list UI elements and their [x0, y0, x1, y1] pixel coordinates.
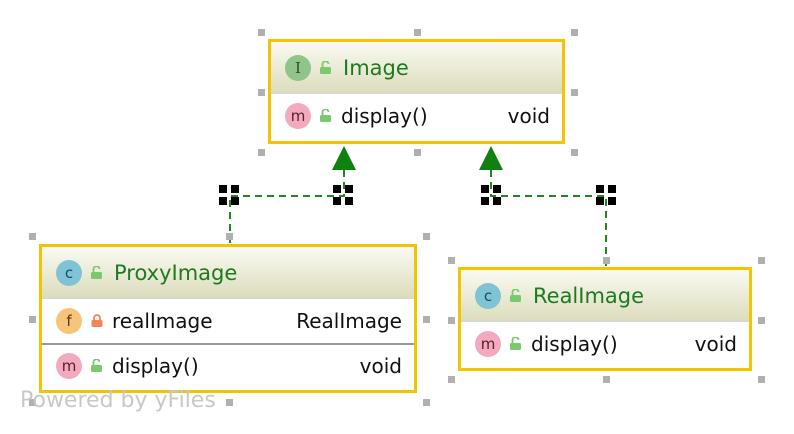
bend-handle[interactable] [219, 185, 227, 193]
class-icon: c [56, 259, 82, 286]
edge-proxy-implements-image[interactable] [229, 170, 345, 243]
bend-handle[interactable] [333, 197, 341, 205]
bend-handle[interactable] [596, 197, 604, 205]
node-title: RealImage [533, 283, 645, 308]
unlocked-icon [510, 288, 521, 302]
method-row[interactable]: m display() void [42, 343, 414, 387]
resize-handle[interactable] [571, 149, 578, 156]
method-icon: m [475, 331, 501, 357]
resize-handle[interactable] [571, 29, 578, 36]
unlocked-icon [91, 265, 102, 279]
method-name: display() [341, 104, 428, 128]
method-icon: m [285, 103, 311, 129]
realimage-class-node[interactable]: c RealImage m display() void [458, 267, 752, 371]
image-interface-node[interactable]: I Image m display() void [268, 39, 565, 144]
resize-handle[interactable] [258, 149, 265, 156]
field-type: RealImage [296, 309, 402, 333]
interface-icon: I [285, 54, 311, 81]
edge-real-implements-image[interactable] [490, 170, 607, 266]
method-row[interactable]: m display() void [271, 94, 562, 138]
unlocked-icon [510, 337, 521, 350]
resize-handle[interactable] [423, 233, 430, 240]
bend-handle[interactable] [596, 185, 604, 193]
field-row[interactable]: f realImage RealImage [42, 299, 414, 343]
resize-handle[interactable] [448, 376, 455, 383]
node-header: c RealImage [461, 270, 749, 322]
resize-handle[interactable] [414, 29, 421, 36]
bend-handle[interactable] [333, 185, 341, 193]
bend-handle[interactable] [231, 185, 239, 193]
resize-handle[interactable] [29, 399, 36, 406]
node-title: ProxyImage [114, 260, 238, 285]
resize-handle[interactable] [414, 149, 421, 156]
resize-handle[interactable] [758, 257, 765, 264]
node-title: Image [343, 55, 409, 80]
resize-handle[interactable] [758, 317, 765, 324]
method-return-type: void [507, 104, 550, 128]
field-name: realImage [112, 309, 213, 333]
resize-handle[interactable] [258, 29, 265, 36]
class-icon: c [475, 282, 501, 309]
bend-handle[interactable] [219, 197, 227, 205]
unlocked-icon [320, 109, 331, 122]
resize-handle[interactable] [571, 89, 578, 96]
field-icon: f [56, 308, 82, 334]
resize-handle[interactable] [448, 317, 455, 324]
bend-handle[interactable] [231, 197, 239, 205]
resize-handle[interactable] [29, 233, 36, 240]
arrowhead-real-image [479, 146, 503, 170]
method-icon: m [56, 353, 82, 379]
bend-handle[interactable] [345, 197, 353, 205]
resize-handle[interactable] [29, 316, 36, 323]
proxyimage-class-node[interactable]: c ProxyImage f realImage RealImage m dis… [39, 244, 417, 393]
bend-handle[interactable] [345, 185, 353, 193]
resize-handle[interactable] [603, 257, 610, 264]
bend-handle[interactable] [493, 197, 501, 205]
resize-handle[interactable] [226, 233, 233, 240]
bend-handle[interactable] [481, 197, 489, 205]
resize-handle[interactable] [258, 89, 265, 96]
resize-handle[interactable] [423, 316, 430, 323]
arrowhead-proxy-image [332, 146, 356, 170]
resize-handle[interactable] [423, 399, 430, 406]
yfiles-watermark: Powered by yFiles [20, 388, 216, 413]
method-row[interactable]: m display() void [461, 322, 749, 366]
bend-handle[interactable] [493, 185, 501, 193]
resize-handle[interactable] [603, 376, 610, 383]
bend-handle[interactable] [481, 185, 489, 193]
method-return-type: void [694, 332, 737, 356]
method-name: display() [112, 354, 199, 378]
method-return-type: void [359, 354, 402, 378]
resize-handle[interactable] [226, 399, 233, 406]
method-name: display() [531, 332, 618, 356]
resize-handle[interactable] [448, 257, 455, 264]
node-header: c ProxyImage [42, 247, 414, 299]
resize-handle[interactable] [758, 376, 765, 383]
private-lock-icon [91, 314, 103, 327]
unlocked-icon [320, 60, 331, 74]
bend-handle[interactable] [608, 185, 616, 193]
node-header: I Image [271, 42, 562, 94]
bend-handle[interactable] [608, 197, 616, 205]
unlocked-icon [91, 359, 102, 372]
